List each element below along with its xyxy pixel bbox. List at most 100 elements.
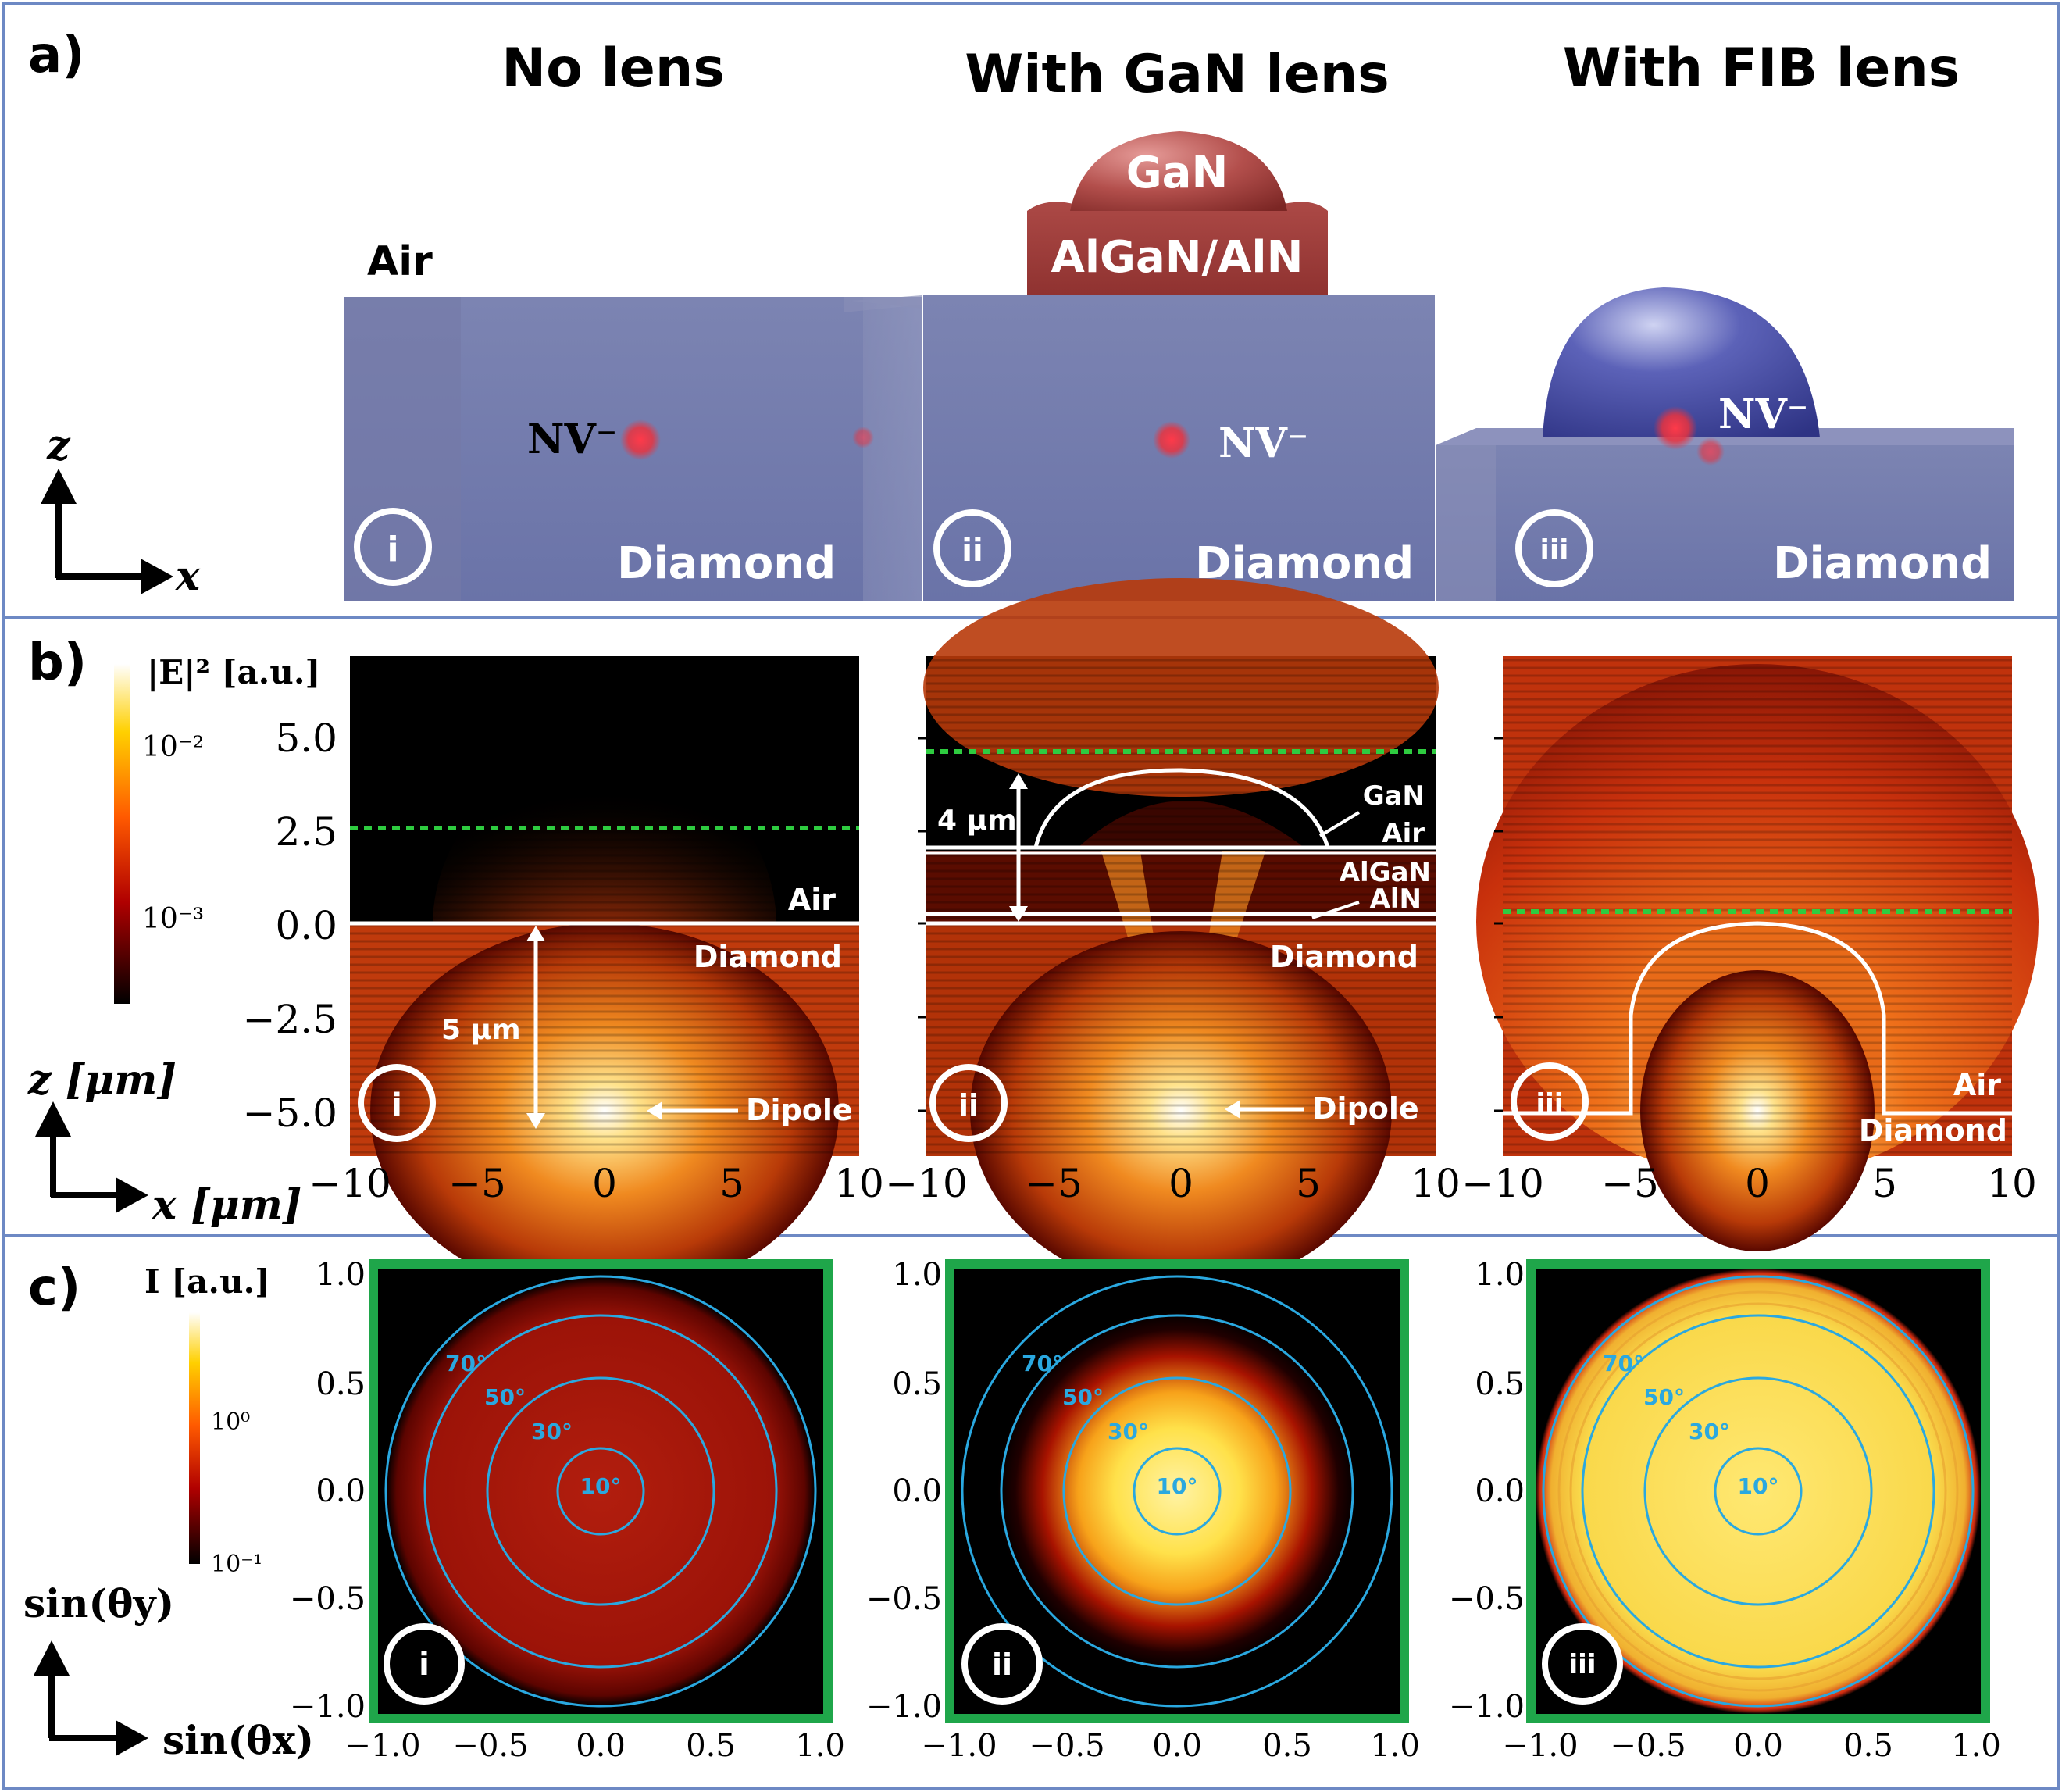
b3-diamond: Diamond xyxy=(1859,1113,2007,1148)
colorbar-b-tick-2: 10⁻³ xyxy=(142,903,204,935)
b3-air: Air xyxy=(1953,1068,2001,1102)
panel-b-letter: b) xyxy=(28,634,87,692)
nv-label-ii: NV⁻ xyxy=(1218,419,1308,467)
c3-angle-10: 10° xyxy=(1738,1473,1779,1499)
c1-ytick-4: −0.5 xyxy=(290,1581,366,1617)
axis-z-a: z xyxy=(46,422,71,469)
nv-center-iii xyxy=(1654,406,1697,450)
b-ytick-0: 0.0 xyxy=(275,903,337,948)
b2-air: Air xyxy=(1382,818,1425,849)
c3-ytick-2: 0.5 xyxy=(1475,1366,1525,1402)
c1-ytick-2: 0.5 xyxy=(316,1366,366,1402)
b2-gan: GaN xyxy=(1363,780,1425,812)
nv-label-iii: NV⁻ xyxy=(1718,391,1808,438)
c1-ytick-3: 0.0 xyxy=(316,1473,366,1509)
nv-center-i xyxy=(620,419,661,460)
axis-y-c: sin(θy) xyxy=(23,1580,174,1626)
b1-air: Air xyxy=(788,883,836,917)
c3-ytick-5: −1.0 xyxy=(1449,1689,1525,1725)
colorbar-b xyxy=(114,664,130,1004)
c1-xtick-1: −1.0 xyxy=(344,1728,420,1764)
field-map-iii: Air Diamond iii xyxy=(1476,656,2039,1251)
c3-xtick-4: 0.5 xyxy=(1843,1728,1893,1764)
diamond-block-ii: GaN AlGaN/AlN NV⁻ Diamond ii xyxy=(851,131,1435,601)
c2-xtick-4: 0.5 xyxy=(1262,1728,1312,1764)
b2-algan: AlGaN xyxy=(1340,857,1431,888)
roman-i-c: i xyxy=(419,1647,430,1683)
c1-xtick-4: 0.5 xyxy=(686,1728,736,1764)
roman-circle-iii xyxy=(1515,509,1593,587)
c3-ytick-4: −0.5 xyxy=(1449,1581,1525,1617)
c1-angle-30: 30° xyxy=(531,1419,573,1444)
diamond-label-iii: Diamond xyxy=(1773,538,1992,589)
field-map-ii: 4 μm GaN Air AlGaN AlN Diamond Dipole ii xyxy=(923,578,1439,1290)
axis-x-c: sin(θx) xyxy=(162,1717,314,1763)
b1-xtick-4: 5 xyxy=(719,1161,744,1206)
b2-xtick-1: −10 xyxy=(885,1161,968,1206)
fib-dome xyxy=(1543,287,1820,437)
c3-ytick-1: 1.0 xyxy=(1475,1257,1525,1293)
diamond-block-iii: NV⁻ Diamond iii xyxy=(1436,287,2014,601)
b-ytick-2.5: 2.5 xyxy=(275,809,337,855)
title-gan-lens: With GaN lens xyxy=(965,44,1390,105)
air-label: Air xyxy=(367,238,433,285)
b1-xtick-5: 10 xyxy=(834,1161,884,1206)
c3-xtick-1: −1.0 xyxy=(1502,1728,1578,1764)
b2-xtick-4: 5 xyxy=(1296,1161,1321,1206)
roman-circle-i xyxy=(354,508,432,586)
diamond-label-i: Diamond xyxy=(617,538,836,589)
roman-i-b: i xyxy=(391,1087,402,1123)
axis-x-b: x [μm] xyxy=(152,1181,301,1229)
c2-ytick-2: 0.5 xyxy=(892,1366,942,1402)
c3-ytick-3: 0.0 xyxy=(1475,1473,1525,1509)
roman-ii-b: ii xyxy=(958,1088,979,1123)
c2-xtick-3: 0.0 xyxy=(1152,1728,1202,1764)
c2-xtick-2: −0.5 xyxy=(1029,1728,1104,1764)
axes-b: z [μm] x [μm] xyxy=(27,1056,301,1229)
c1-angle-50: 50° xyxy=(484,1384,526,1410)
c2-ytick-3: 0.0 xyxy=(892,1473,942,1509)
axes-a: z x xyxy=(41,422,201,600)
b3-xtick-1: −10 xyxy=(1461,1161,1544,1206)
roman-circle-ii xyxy=(933,509,1011,587)
z-arrow-icon xyxy=(41,469,77,504)
b2-xtick-2: −5 xyxy=(1025,1161,1083,1206)
c1-xtick-2: −0.5 xyxy=(452,1728,528,1764)
roman-iii-b: iii xyxy=(1536,1088,1564,1119)
b2-aln: AlN xyxy=(1370,884,1422,915)
c2-angle-10: 10° xyxy=(1157,1473,1198,1499)
colorbar-c-tick-1: 10⁰ xyxy=(211,1408,250,1436)
b3-xtick-4: 5 xyxy=(1872,1161,1897,1206)
c1-angle-70: 70° xyxy=(445,1351,487,1376)
b3-xtick-5: 10 xyxy=(1987,1161,2037,1206)
farfield-iii: 70° 50° 30° 10° iii xyxy=(1526,1259,1990,1723)
axes-c: sin(θy) sin(θx) xyxy=(23,1580,314,1763)
b-ytick--2.5: −2.5 xyxy=(243,997,337,1042)
b1-diamond: Diamond xyxy=(694,940,842,974)
b2-height: 4 μm xyxy=(937,805,1017,837)
b2-diamond: Diamond xyxy=(1270,940,1418,974)
c3-angle-30: 30° xyxy=(1689,1419,1730,1444)
b3-xtick-2: −5 xyxy=(1601,1161,1659,1206)
title-no-lens: No lens xyxy=(501,37,725,99)
b1-xtick-1: −10 xyxy=(309,1161,391,1206)
c3-xtick-2: −0.5 xyxy=(1610,1728,1686,1764)
c2-ytick-4: −0.5 xyxy=(866,1581,942,1617)
colorbar-c xyxy=(189,1312,200,1564)
axis-x-a: x xyxy=(175,552,201,600)
c3-xtick-5: 1.0 xyxy=(1951,1728,2001,1764)
b2-xtick-5: 10 xyxy=(1411,1161,1461,1206)
c1-angle-10: 10° xyxy=(580,1473,622,1499)
c2-xtick-1: −1.0 xyxy=(921,1728,997,1764)
farfield-ii: 70° 50° 30° 10° ii xyxy=(945,1259,1409,1723)
b1-xtick-3: 0 xyxy=(592,1161,617,1206)
diamond-block-i: Air NV⁻ Diamond i xyxy=(344,238,922,601)
c2-xtick-5: 1.0 xyxy=(1370,1728,1420,1764)
b2-xtick-3: 0 xyxy=(1168,1161,1193,1206)
nv-center-ii xyxy=(1153,421,1190,459)
b1-distance: 5 μm xyxy=(441,1014,521,1046)
panel-c-letter: c) xyxy=(28,1259,80,1317)
gan-label: GaN xyxy=(1126,148,1229,198)
gan-dome xyxy=(1070,131,1287,211)
